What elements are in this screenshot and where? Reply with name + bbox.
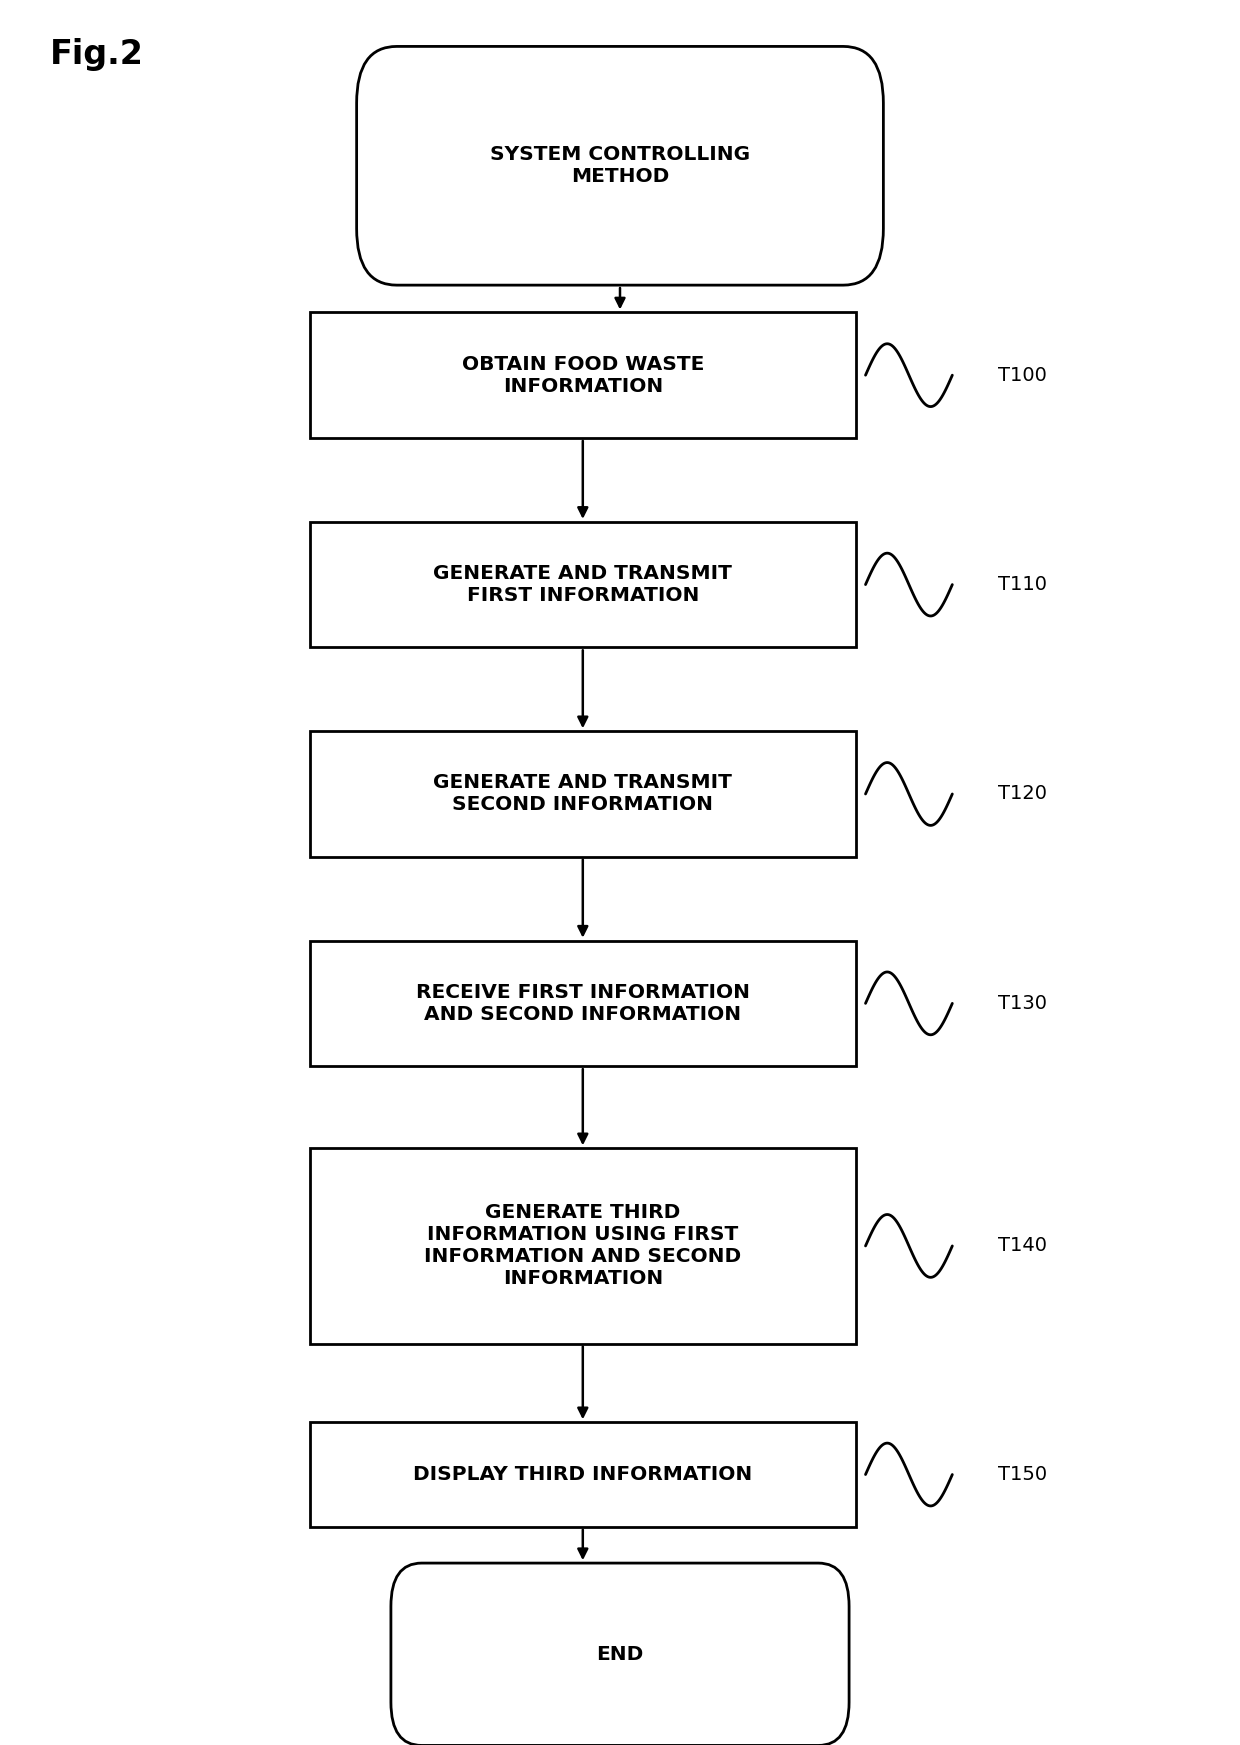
Text: Fig.2: Fig.2 — [50, 38, 144, 72]
Text: SYSTEM CONTROLLING
METHOD: SYSTEM CONTROLLING METHOD — [490, 145, 750, 187]
Bar — [310, 312, 856, 438]
Text: T140: T140 — [998, 1237, 1048, 1255]
Text: T150: T150 — [998, 1466, 1048, 1483]
Text: GENERATE THIRD
INFORMATION USING FIRST
INFORMATION AND SECOND
INFORMATION: GENERATE THIRD INFORMATION USING FIRST I… — [424, 1204, 742, 1288]
FancyBboxPatch shape — [357, 47, 883, 284]
Text: T130: T130 — [998, 995, 1048, 1012]
Bar — [310, 731, 856, 857]
Bar — [310, 1422, 856, 1527]
Text: END: END — [596, 1646, 644, 1663]
Text: GENERATE AND TRANSMIT
SECOND INFORMATION: GENERATE AND TRANSMIT SECOND INFORMATION — [433, 773, 733, 815]
Bar — [310, 941, 856, 1066]
Text: GENERATE AND TRANSMIT
FIRST INFORMATION: GENERATE AND TRANSMIT FIRST INFORMATION — [433, 564, 733, 606]
Text: T110: T110 — [998, 576, 1048, 593]
Text: OBTAIN FOOD WASTE
INFORMATION: OBTAIN FOOD WASTE INFORMATION — [461, 354, 704, 396]
Bar — [310, 522, 856, 647]
Text: T100: T100 — [998, 366, 1047, 384]
FancyBboxPatch shape — [391, 1564, 849, 1745]
Bar — [310, 1148, 856, 1344]
Text: RECEIVE FIRST INFORMATION
AND SECOND INFORMATION: RECEIVE FIRST INFORMATION AND SECOND INF… — [415, 982, 750, 1024]
Text: DISPLAY THIRD INFORMATION: DISPLAY THIRD INFORMATION — [413, 1466, 753, 1483]
Text: T120: T120 — [998, 785, 1048, 803]
